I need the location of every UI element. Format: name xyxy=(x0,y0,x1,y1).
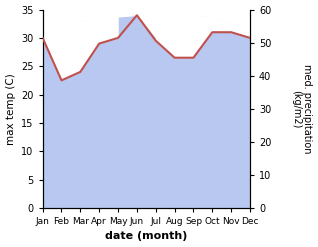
Y-axis label: max temp (C): max temp (C) xyxy=(5,73,16,144)
Y-axis label: med. precipitation
(kg/m2): med. precipitation (kg/m2) xyxy=(291,64,313,153)
X-axis label: date (month): date (month) xyxy=(105,231,188,242)
